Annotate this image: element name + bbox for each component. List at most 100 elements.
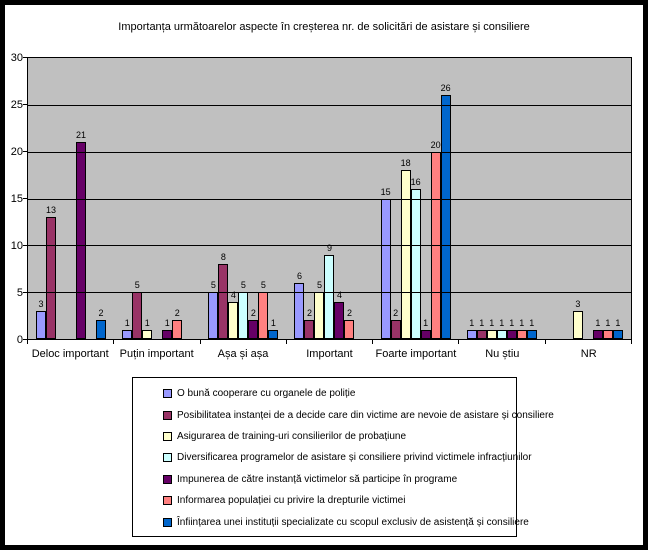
legend: O bună cooperare cu organele de poliție P… xyxy=(132,377,554,537)
legend-label: Impunerea de către instanță victimelor s… xyxy=(177,473,458,485)
legend-label: Înființarea unei instituții specializate… xyxy=(177,516,529,528)
y-tick-label: 15 xyxy=(10,192,23,205)
bar-slot: 2 xyxy=(304,58,315,339)
legend-swatch xyxy=(163,431,172,441)
bar-slot: 3 xyxy=(572,58,583,339)
bar-value-label: 2 xyxy=(98,308,104,319)
gridline xyxy=(28,292,631,294)
bar-slot: 1 xyxy=(496,58,507,339)
bar xyxy=(466,329,477,339)
bar-slot: 1 xyxy=(420,58,431,339)
bar-value-label: 2 xyxy=(250,308,256,319)
bar xyxy=(506,329,517,339)
gridline xyxy=(28,245,631,247)
bar-slot: 4 xyxy=(334,58,345,339)
bar-slot: 16 xyxy=(411,58,421,339)
bar-value-label: 1 xyxy=(164,317,170,328)
bar-slot: 2 xyxy=(248,58,259,339)
bar-slot: 8 xyxy=(218,58,229,339)
legend-swatch xyxy=(163,389,172,399)
chart-title: Importanța următoarelor aspecte în creșt… xyxy=(118,21,530,33)
bar-slot: 1 xyxy=(516,58,527,339)
bar-slot: 1 xyxy=(142,58,153,339)
bar-slot: 21 xyxy=(76,58,86,339)
bar xyxy=(344,320,355,339)
bar-value-label: 1 xyxy=(423,317,429,328)
bar-slot: 13 xyxy=(46,58,56,339)
y-tick-label: 10 xyxy=(10,239,23,252)
legend-item: Informarea populației cu privire la drep… xyxy=(163,490,512,511)
bar xyxy=(420,329,431,339)
bar xyxy=(268,329,279,339)
bar-value-label: 21 xyxy=(76,130,87,141)
bar xyxy=(526,329,537,339)
bar-value-label: 15 xyxy=(380,186,391,197)
x-axis: Deloc important Puțin important Așa și așa… xyxy=(27,348,632,362)
gridline xyxy=(28,104,631,106)
bar xyxy=(572,310,583,339)
x-tick-mark xyxy=(631,340,632,344)
y-tick-label: 20 xyxy=(10,145,23,158)
bar-slot: 1 xyxy=(486,58,497,339)
bar-value-label: 5 xyxy=(260,280,266,291)
x-tick-mark xyxy=(286,340,287,344)
bar-value-label: 18 xyxy=(400,158,411,169)
legend-label: Informarea populației cu privire la drep… xyxy=(177,495,406,507)
category-group: 3 13 21 2 xyxy=(28,58,114,339)
bar-value-label: 8 xyxy=(220,252,226,263)
bar-value-label: 1 xyxy=(270,317,276,328)
legend-label: Diversificarea programelor de asistare ș… xyxy=(177,452,532,464)
bar-value-label: 6 xyxy=(296,270,302,281)
bar xyxy=(602,329,613,339)
bar-value-label: 1 xyxy=(499,317,505,328)
bar-value-label: 1 xyxy=(144,317,150,328)
bar-slot: 2 xyxy=(344,58,355,339)
legend-swatch xyxy=(163,474,172,484)
bar-value-label: 26 xyxy=(440,83,451,94)
bar-slot: 9 xyxy=(324,58,335,339)
y-tick-label: 25 xyxy=(10,98,23,111)
y-axis: 0 5 10 15 20 25 30 xyxy=(5,52,24,346)
bar xyxy=(294,282,305,339)
y-tick-mark xyxy=(23,339,27,340)
bar xyxy=(592,329,603,339)
bar xyxy=(476,329,487,339)
bar-slot: 4 xyxy=(228,58,239,339)
bar xyxy=(334,301,345,339)
bar xyxy=(390,320,401,339)
bar-slot: 26 xyxy=(441,58,451,339)
legend-label: Posibilitatea instanței de a decide care… xyxy=(177,409,554,421)
x-axis-label: Important xyxy=(306,348,353,360)
bar-value-label: 4 xyxy=(230,289,236,300)
bar xyxy=(208,292,219,339)
legend-swatch xyxy=(163,496,172,506)
bar-value-label: 2 xyxy=(174,308,180,319)
bar-value-label: 9 xyxy=(326,242,332,253)
bar xyxy=(486,329,497,339)
bar-value-label: 20 xyxy=(430,139,441,150)
bar xyxy=(248,320,259,339)
y-tick-mark xyxy=(23,245,27,246)
bar-groups: 3 13 21 2 1 5 1 1 2 5 8 4 5 2 5 1 6 2 5 9 4 2 15 2 18 16 1 20 26 1 1 1 1… xyxy=(28,58,631,339)
bar-value-label: 1 xyxy=(469,317,475,328)
bar-value-label: 3 xyxy=(38,298,44,309)
bar xyxy=(612,329,623,339)
y-tick-mark xyxy=(23,57,27,58)
bar-slot: 1 xyxy=(612,58,623,339)
bar-slot: 1 xyxy=(162,58,173,339)
bar-value-label: 1 xyxy=(615,317,621,328)
y-tick-label: 5 xyxy=(16,286,23,299)
y-tick-mark xyxy=(23,104,27,105)
x-tick-mark xyxy=(27,340,28,344)
bar-value-label: 5 xyxy=(240,280,246,291)
bar-slot: 2 xyxy=(172,58,183,339)
bar xyxy=(304,320,315,339)
bar-slot: 2 xyxy=(96,58,107,339)
legend-item: Diversificarea programelor de asistare ș… xyxy=(163,447,532,468)
x-axis-label: NR xyxy=(580,348,597,360)
x-axis-label: Foarte important xyxy=(375,348,457,360)
bar-slot: 3 xyxy=(36,58,47,339)
